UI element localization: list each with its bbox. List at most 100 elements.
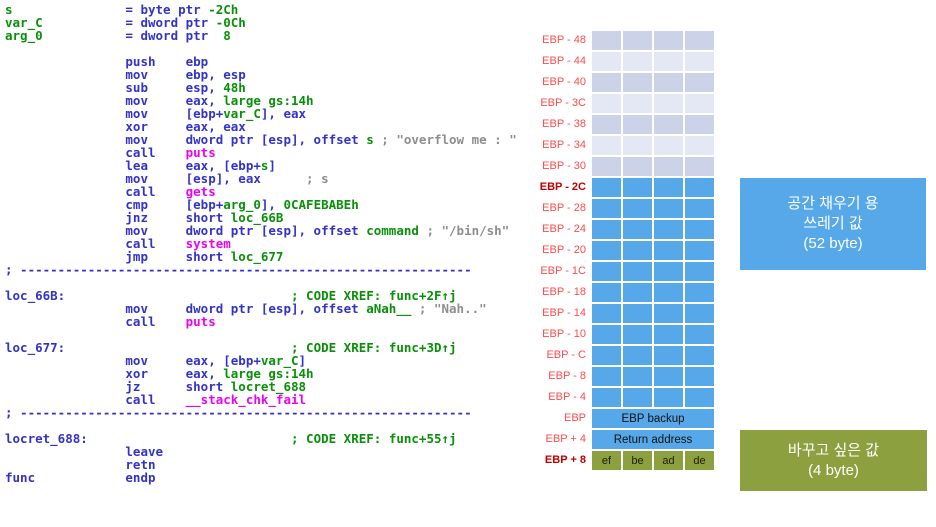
stack-row (592, 325, 714, 344)
asm-line: ; --------------------------------------… (5, 263, 535, 276)
disassembly-view: s = byte ptr -2Ch var_C = dword ptr -0Ch a… (5, 3, 535, 484)
asm-line: func endp (5, 471, 535, 484)
stack-byte-cell (685, 304, 714, 323)
stack-byte-cell (623, 52, 652, 71)
asm-line: xor eax, eax (5, 120, 535, 133)
asm-segment: push ebp (5, 54, 209, 69)
stack-offset-label: EBP - 48 (542, 34, 586, 46)
stack-byte-cell (592, 136, 621, 155)
asm-segment: ; "/bin/sh" (418, 223, 510, 238)
asm-segment: = dword ptr (42, 15, 216, 30)
asm-segment: loc_66B (230, 210, 284, 225)
asm-segment: large gs:14h (223, 93, 314, 108)
stack-byte-cell (592, 199, 621, 218)
stack-byte-cell (685, 388, 714, 407)
asm-segment: aNah__ (366, 301, 412, 316)
asm-segment: loc_677 (230, 249, 284, 264)
asm-segment: leave (5, 444, 164, 459)
asm-segment: __stack_chk_fail (185, 392, 307, 407)
stack-byte-cell (685, 241, 714, 260)
stack-row (592, 346, 714, 365)
stack-row (592, 52, 714, 71)
stack-byte-cell (623, 346, 652, 365)
stack-row (592, 136, 714, 155)
stack-row (592, 73, 714, 92)
stack-byte-cell (623, 367, 652, 386)
asm-line: lea eax, [ebp+s] (5, 159, 535, 172)
asm-segment: ; "overflow me : " (373, 132, 517, 147)
asm-segment: ], (260, 197, 284, 212)
asm-segment: jnz short (5, 210, 231, 225)
stack-byte-cell (685, 325, 714, 344)
stack-byte-cell (654, 115, 683, 134)
asm-segment: jmp short (5, 249, 231, 264)
asm-line: mov dword ptr [esp], offset s ; "overflo… (5, 133, 535, 146)
asm-segment: large gs:14h (223, 366, 314, 381)
asm-line: loc_66B: ; CODE XREF: func+2F↑j (5, 289, 535, 302)
asm-segment: ; s (260, 171, 329, 186)
asm-segment: mov [ebp+ (5, 106, 224, 121)
asm-segment: 8 (223, 28, 231, 43)
asm-segment: xor eax, eax (5, 119, 246, 134)
stack-offset-label: EBP + 8 (544, 454, 586, 466)
asm-line: mov [ebp+var_C], eax (5, 107, 535, 120)
stack-byte-cell (685, 178, 714, 197)
stack-byte-cell: de (685, 451, 714, 470)
asm-segment: mov eax, [ebp+ (5, 353, 261, 368)
asm-segment: ; "Nah.." (411, 301, 487, 316)
stack-offset-label: EBP - 2C (539, 181, 586, 193)
asm-line: mov dword ptr [esp], offset aNah__ ; "Na… (5, 302, 535, 315)
stack-byte-cell (623, 304, 652, 323)
asm-line: jnz short loc_66B (5, 211, 535, 224)
stack-byte-cell (592, 241, 621, 260)
stack-byte-cell (592, 346, 621, 365)
stack-offset-label: EBP - 38 (542, 118, 586, 130)
asm-line: ; --------------------------------------… (5, 406, 535, 419)
asm-segment: mov eax, (5, 93, 224, 108)
stack-byte-cell (654, 220, 683, 239)
stack-byte-grid: EBP backup Return address ef be ad de (592, 31, 714, 470)
stack-row (592, 241, 714, 260)
stack-byte-cell (592, 262, 621, 281)
asm-segment: ; --------------------------------------… (5, 405, 472, 420)
garbage-fill-note-line: 쓰레기 값 (803, 215, 863, 232)
stack-byte-cell (592, 325, 621, 344)
stack-byte-cell (592, 304, 621, 323)
stack-offset-label: EBP - 28 (542, 202, 586, 214)
stack-byte-cell (592, 220, 621, 239)
stack-byte-cell (654, 178, 683, 197)
stack-byte-cell (623, 262, 652, 281)
stack-offset-label: EBP - 10 (542, 328, 586, 340)
asm-line: s = byte ptr -2Ch (5, 3, 535, 16)
asm-line: call puts (5, 315, 535, 328)
stack-offset-label: EBP - 1C (540, 265, 586, 277)
stack-offset-label: EBP - 30 (542, 160, 586, 172)
stack-byte-cell (623, 136, 652, 155)
asm-line: mov eax, [ebp+var_C] (5, 354, 535, 367)
stack-offset-label: EBP - 44 (542, 55, 586, 67)
asm-line: arg_0 = dword ptr 8 (5, 29, 535, 42)
stack-byte-cell (592, 178, 621, 197)
stack-byte-cell (623, 199, 652, 218)
stack-row (592, 94, 714, 113)
stack-offset-label: EBP + 4 (545, 433, 586, 445)
garbage-fill-note-size: (52 byte) (803, 235, 863, 252)
asm-segment: loc_677: (5, 340, 66, 355)
stack-byte-cell (685, 346, 714, 365)
stack-byte-cell (654, 241, 683, 260)
asm-segment: s (366, 132, 374, 147)
stack-row (592, 304, 714, 323)
stack-byte-cell (685, 52, 714, 71)
asm-segment: ] (298, 353, 307, 368)
stack-byte-cell (685, 31, 714, 50)
stack-byte-cell (654, 199, 683, 218)
asm-segment: xor eax, (5, 366, 224, 381)
stack-offset-label: EBP - 24 (542, 223, 586, 235)
asm-segment: mov ebp, esp (5, 67, 246, 82)
asm-line: loc_677: ; CODE XREF: func+3D↑j (5, 341, 535, 354)
stack-offset-label: EBP - 4 (548, 391, 586, 403)
stack-byte-cell (685, 220, 714, 239)
asm-line: cmp [ebp+arg_0], 0CAFEBABEh (5, 198, 535, 211)
asm-segment: retn (5, 457, 156, 472)
stack-offset-label: EBP - 8 (548, 370, 586, 382)
